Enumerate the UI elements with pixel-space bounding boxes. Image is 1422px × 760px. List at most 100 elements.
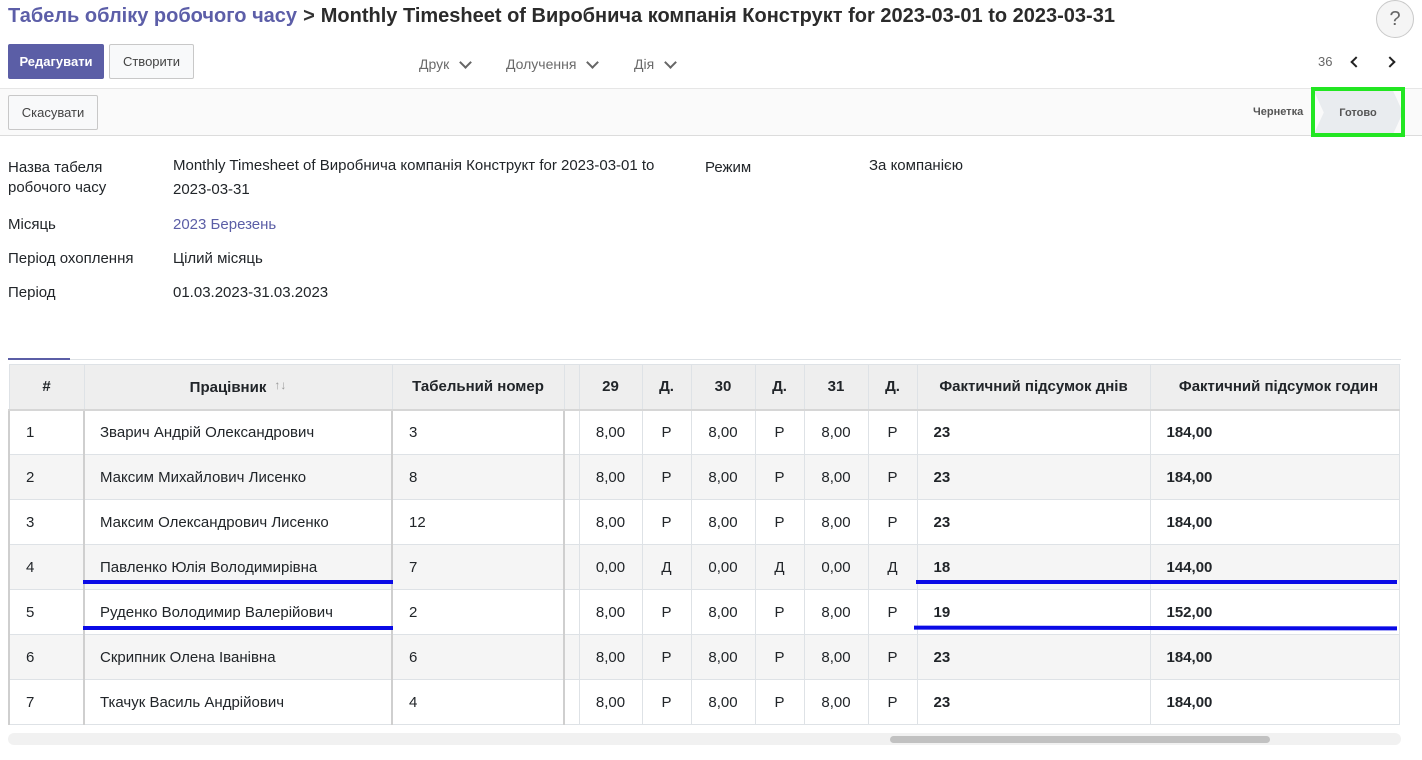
cell-day-31: 8,00	[803, 634, 869, 680]
status-done[interactable]: Готово	[1313, 89, 1403, 136]
cell-tab-number: 12	[391, 499, 565, 545]
cell-day-29: 8,00	[578, 409, 643, 455]
coverage-value: Цілий місяць	[173, 250, 263, 267]
col-header-type-29[interactable]: Д.	[641, 364, 692, 411]
cell-spacer	[563, 409, 580, 455]
cell-employee: Максим Олександрович Лисенко	[83, 499, 393, 545]
cell-hours-total: 184,00	[1149, 409, 1400, 455]
breadcrumb: Табель обліку робочого часу > Monthly Ti…	[8, 2, 1115, 30]
pager-next-button[interactable]	[1380, 52, 1400, 72]
cell-tab-number: 2	[391, 589, 565, 635]
cell-type-31: Р	[867, 589, 918, 635]
cell-type-29: Д	[641, 544, 692, 590]
status-draft[interactable]: Чернетка	[1253, 106, 1304, 118]
cell-type-29: Р	[641, 454, 692, 500]
cell-day-30: 8,00	[690, 679, 756, 725]
cancel-button[interactable]: Скасувати	[8, 95, 98, 130]
cell-spacer	[563, 589, 580, 635]
col-header-employee[interactable]: Працівник ↑↓	[83, 364, 393, 411]
month-link[interactable]: 2023 Березень	[173, 216, 277, 233]
status-bar	[0, 88, 1422, 136]
cell-number: 7	[8, 679, 85, 725]
cell-spacer	[563, 544, 580, 590]
cell-number: 6	[8, 634, 85, 680]
print-menu-label: Друк	[419, 56, 450, 72]
cell-type-30: Р	[754, 679, 805, 725]
cell-day-31: 8,00	[803, 499, 869, 545]
col-header-number: #	[8, 364, 85, 411]
cell-hours-total: 184,00	[1149, 454, 1400, 500]
timesheet-name-value: Monthly Timesheet of Виробнича компанія …	[173, 157, 655, 198]
col-header-day-31[interactable]: 31	[803, 364, 869, 411]
cell-type-30: Д	[754, 544, 805, 590]
print-menu[interactable]: Друк	[419, 52, 473, 76]
tab-divider	[8, 359, 1401, 360]
cell-spacer	[563, 679, 580, 725]
cell-day-30: 8,00	[690, 409, 756, 455]
cell-days-total: 23	[916, 679, 1151, 725]
cell-day-29: 8,00	[578, 679, 643, 725]
scrollbar-thumb[interactable]	[890, 736, 1270, 743]
col-header-days-total[interactable]: Фактичний підсумок днів	[916, 364, 1151, 411]
col-header-day-29[interactable]: 29	[578, 364, 643, 411]
cell-type-30: Р	[754, 634, 805, 680]
col-header-tab-number[interactable]: Табельний номер	[391, 364, 565, 411]
col-header-hours-total[interactable]: Фактичний підсумок годин	[1149, 364, 1400, 411]
breadcrumb-parent-link[interactable]: Табель обліку робочого часу	[8, 4, 298, 27]
cell-type-31: Р	[867, 454, 918, 500]
cell-day-30: 8,00	[690, 634, 756, 680]
cell-type-30: Р	[754, 409, 805, 455]
cell-day-30: 8,00	[690, 589, 756, 635]
col-header-spacer	[563, 364, 580, 411]
col-header-day-30[interactable]: 30	[690, 364, 756, 411]
action-menu[interactable]: Дія	[634, 52, 678, 76]
table-row[interactable]: 7 Ткачук Василь Андрійович 4 8,00 Р 8,00 Р 8,00…	[8, 679, 1400, 725]
cell-day-29: 8,00	[578, 634, 643, 680]
cell-spacer	[563, 634, 580, 680]
tab-active-indicator[interactable]	[8, 358, 70, 360]
chevron-down-icon	[664, 55, 678, 69]
cell-day-29: 8,00	[578, 499, 643, 545]
cell-tab-number: 7	[391, 544, 565, 590]
table-row[interactable]: 6 Скрипник Олена Іванівна 6 8,00 Р 8,00 Р 8,00 Р…	[8, 634, 1400, 680]
cell-number: 5	[8, 589, 85, 635]
cell-type-31: Р	[867, 679, 918, 725]
mode-value: За компанією	[869, 157, 963, 174]
cell-tab-number: 3	[391, 409, 565, 455]
edit-button[interactable]: Редагувати	[8, 44, 104, 79]
help-button[interactable]: ?	[1376, 0, 1414, 38]
status-highlight-box	[1311, 87, 1405, 137]
pager-previous-button[interactable]	[1346, 52, 1366, 72]
cell-hours-total: 184,00	[1149, 499, 1400, 545]
cell-number: 3	[8, 499, 85, 545]
timesheet-name-label: Назва табеля робочого часу	[8, 159, 107, 196]
cell-days-total: 23	[916, 454, 1151, 500]
month-label: Місяць	[8, 216, 56, 233]
table-row[interactable]: 3 Максим Олександрович Лисенко 12 8,00 Р 8,00…	[8, 499, 1400, 545]
cell-type-30: Р	[754, 499, 805, 545]
attachment-menu-label: Долучення	[506, 56, 577, 72]
col-header-type-30[interactable]: Д.	[754, 364, 805, 411]
cell-day-29: 8,00	[578, 589, 643, 635]
cell-employee: Зварич Андрій Олександрович	[83, 409, 393, 455]
cell-day-31: 8,00	[803, 589, 869, 635]
mode-label: Режим	[705, 159, 752, 176]
table-row[interactable]: 1 Зварич Андрій Олександрович 3 8,00 Р 8,00 Р 8…	[8, 409, 1400, 455]
attachment-menu[interactable]: Долучення	[506, 52, 600, 76]
cell-type-31: Р	[867, 499, 918, 545]
sort-icon[interactable]: ↑↓	[274, 377, 287, 392]
cell-day-31: 8,00	[803, 454, 869, 500]
chevron-down-icon	[586, 55, 600, 69]
col-header-type-31[interactable]: Д.	[867, 364, 918, 411]
cell-type-31: Д	[867, 544, 918, 590]
cell-number: 2	[8, 454, 85, 500]
cell-day-30: 8,00	[690, 499, 756, 545]
cell-day-31: 8,00	[803, 679, 869, 725]
cell-type-31: Р	[867, 409, 918, 455]
table-row[interactable]: 2 Максим Михайлович Лисенко 8 8,00 Р 8,00 Р 8,0…	[8, 454, 1400, 500]
cell-employee: Скрипник Олена Іванівна	[83, 634, 393, 680]
cell-type-31: Р	[867, 634, 918, 680]
table-row[interactable]: 5 Руденко Володимир Валерійович 2 8,00 Р 8,00…	[8, 589, 1400, 635]
create-button[interactable]: Створити	[109, 44, 194, 79]
cell-days-total: 23	[916, 499, 1151, 545]
